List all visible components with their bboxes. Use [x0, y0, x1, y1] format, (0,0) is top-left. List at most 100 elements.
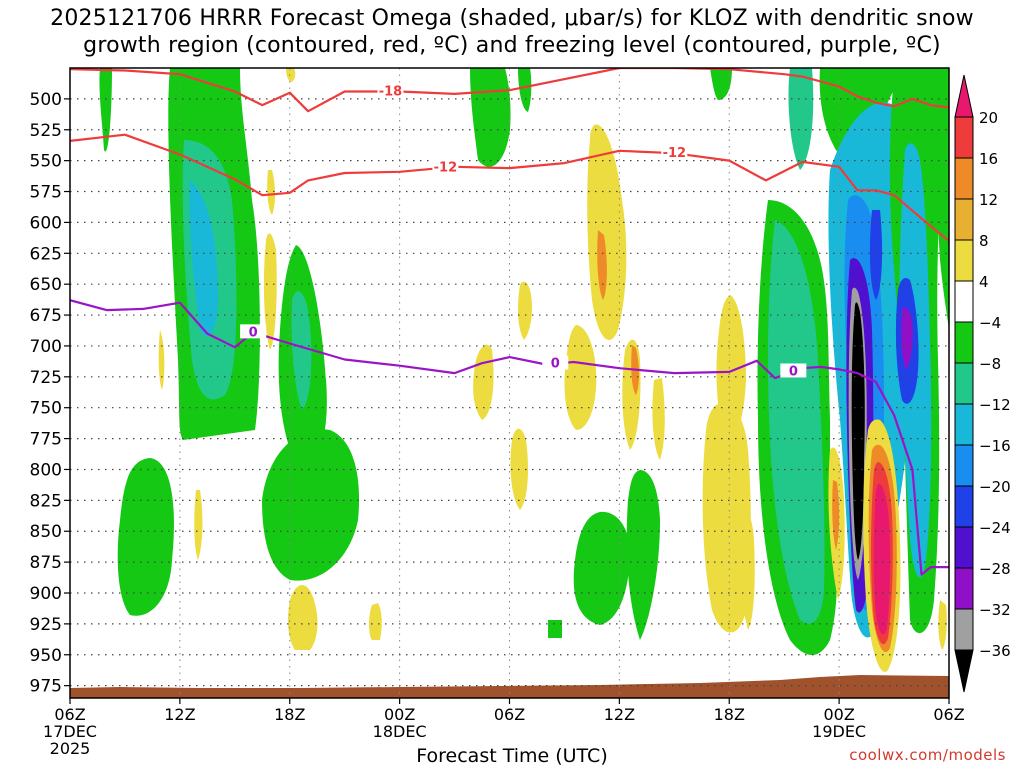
- contour-label-bg-dgz_lower-1: [661, 145, 688, 160]
- colorbar-label-2: 12: [979, 191, 998, 209]
- y-tick-label-675: 675: [30, 306, 62, 326]
- omega-area-magenta-1: [873, 483, 891, 635]
- colorbar-label-13: −36: [979, 642, 1011, 660]
- x-tick-label-12: 18Z: [274, 705, 305, 724]
- x-tick-label-42: 00Z: [823, 705, 854, 724]
- colorbar-label-1: 16: [979, 150, 998, 168]
- y-tick-label-725: 725: [30, 368, 62, 388]
- y-tick-label-550: 550: [30, 152, 62, 172]
- omega-shading: [70, 68, 949, 698]
- omega-area-darkblue-1: [869, 210, 883, 300]
- x-tick-sublabel-0: 17DEC: [43, 722, 97, 741]
- omega-area-yellow-4: [158, 330, 165, 390]
- colorbar: 20 16 12 8 4 −4 −8 −12 −16 −20 −24 −28 −32 −36: [954, 74, 1011, 693]
- colorbar-label-5: −4: [979, 314, 1001, 332]
- credit-text: coolwx.com/models: [849, 746, 1006, 764]
- colorbar-top-arrow: [954, 74, 974, 118]
- y-tick-label-750: 750: [30, 399, 62, 419]
- omega-area-yellow-3: [286, 68, 296, 82]
- omega-area-orange-1: [597, 230, 607, 300]
- colorbar-label-3: 8: [979, 232, 989, 250]
- chart-title-line-1: 2025121706 HRRR Forecast Omega (shaded, …: [50, 6, 974, 31]
- colorbar-band-1: [954, 116, 974, 159]
- omega-area-teal-4: [788, 68, 814, 170]
- contour-label-bg-dgz_lower-0: [432, 159, 459, 174]
- colorbar-band-5: [954, 280, 974, 323]
- x-tick-label-24: 06Z: [494, 705, 525, 724]
- omega-area-teal-2: [291, 291, 312, 410]
- contour-dgz_lower: [70, 133, 949, 242]
- contour-label-freezing_level-0: 0: [249, 325, 258, 340]
- omega-area-black-1: [851, 302, 865, 560]
- y-tick-label-625: 625: [30, 244, 62, 264]
- colorbar-label-8: −16: [979, 437, 1011, 455]
- colorbar-band-4: [954, 239, 974, 282]
- y-tick-label-825: 825: [30, 491, 62, 511]
- contour-label-dgz_lower-0: -12: [434, 161, 458, 176]
- omega-area-yellow-15: [702, 403, 751, 633]
- omega-area-yellow-6: [287, 585, 318, 650]
- colorbar-band-11: [954, 526, 974, 569]
- contour-dgz_upper: [70, 68, 949, 113]
- x-tick-label-0: 06Z: [54, 705, 85, 724]
- contour-label-freezing_level-2: 0: [789, 364, 798, 379]
- y-tick-label-900: 900: [30, 584, 62, 604]
- omega-area-yellow-7: [369, 603, 382, 640]
- y-tick-label-975: 975: [30, 677, 62, 697]
- colorbar-band-12: [954, 567, 974, 610]
- omega-area-yellow-1: [263, 233, 277, 350]
- omega-area-yellow-5: [194, 490, 203, 560]
- omega-area-green-4: [262, 429, 360, 581]
- omega-area-teal-3: [767, 220, 825, 624]
- omega-area-green-2: [99, 68, 112, 152]
- colorbar-band-13: [954, 608, 974, 651]
- colorbar-band-7: [954, 362, 974, 405]
- omega-area-yellow-17: [739, 511, 755, 630]
- colorbar-band-8: [954, 403, 974, 446]
- omega-area-yellow-10: [564, 325, 597, 430]
- omega-area-orange-3: [832, 480, 840, 550]
- omega-area-purple-1: [901, 307, 913, 370]
- omega-area-green-3: [117, 458, 174, 616]
- y-tick-label-775: 775: [30, 430, 62, 450]
- omega-area-yellow-12: [517, 281, 532, 340]
- colorbar-label-11: −28: [979, 560, 1011, 578]
- x-tick-year-0: 2025: [50, 739, 91, 758]
- omega-area-green-7: [518, 68, 532, 112]
- y-tick-label-525: 525: [30, 121, 62, 141]
- colorbar-band-2: [954, 157, 974, 200]
- y-tick-label-575: 575: [30, 183, 62, 203]
- x-tick-sublabel-18: 18DEC: [373, 722, 427, 741]
- chart-title-line-2: growth region (contoured, red, ºC) and f…: [83, 33, 941, 58]
- y-tick-label-800: 800: [30, 460, 62, 480]
- contour-label-dgz_upper-0: -18: [379, 84, 403, 99]
- omega-area-yellow-2: [267, 170, 275, 215]
- contour-label-bg-freezing_level-0: [240, 324, 267, 339]
- y-tick-label-650: 650: [30, 275, 62, 295]
- x-axis-title: Forecast Time (UTC): [416, 745, 608, 767]
- colorbar-band-9: [954, 444, 974, 487]
- omega-area-yellow-20: [938, 600, 947, 650]
- omega-area-yellow-16: [716, 295, 746, 441]
- omega-area-green-10: [548, 620, 562, 638]
- colorbar-label-10: −24: [979, 519, 1011, 537]
- x-tick-label-48: 06Z: [933, 705, 964, 724]
- x-tick-sublabel-42: 19DEC: [812, 722, 866, 741]
- omega-area-green-8: [573, 511, 631, 625]
- colorbar-label-12: −32: [979, 601, 1011, 619]
- y-tick-label-700: 700: [30, 337, 62, 357]
- colorbar-label-6: −8: [979, 355, 1001, 373]
- y-tick-label-600: 600: [30, 213, 62, 233]
- x-tick-label-30: 12Z: [604, 705, 635, 724]
- grid-lines: [70, 68, 949, 698]
- contour-label-bg-dgz_upper-0: [377, 83, 404, 98]
- colorbar-label-4: 4: [979, 273, 989, 291]
- contour-label-bg-freezing_level-2: [780, 363, 807, 378]
- y-tick-label-925: 925: [30, 615, 62, 635]
- x-tick-label-18: 00Z: [384, 705, 415, 724]
- colorbar-band-6: [954, 321, 974, 364]
- y-tick-label-950: 950: [30, 646, 62, 666]
- contour-lines: -18 -12 -12 0 0 0: [70, 68, 949, 576]
